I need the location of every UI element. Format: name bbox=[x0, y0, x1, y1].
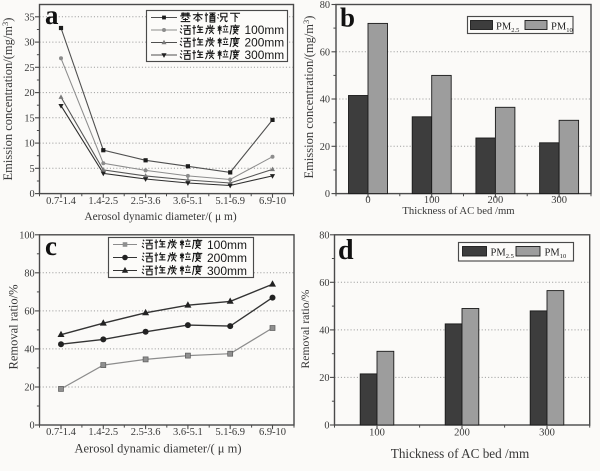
svg-text:30: 30 bbox=[24, 38, 34, 49]
svg-text:6.9-10: 6.9-10 bbox=[259, 427, 286, 438]
svg-text:1.4-2.5: 1.4-2.5 bbox=[88, 427, 118, 438]
svg-text:0.7-1.4: 0.7-1.4 bbox=[46, 427, 76, 438]
svg-text:100: 100 bbox=[19, 230, 34, 241]
svg-text:2.5-3.6: 2.5-3.6 bbox=[131, 196, 161, 207]
svg-text:25: 25 bbox=[24, 63, 34, 74]
svg-text:300: 300 bbox=[551, 195, 567, 206]
svg-text:300mm: 300mm bbox=[245, 48, 285, 62]
svg-text:20: 20 bbox=[24, 88, 34, 99]
svg-text:15: 15 bbox=[24, 113, 34, 124]
svg-text:3.6-5.1: 3.6-5.1 bbox=[173, 196, 203, 207]
svg-text:0: 0 bbox=[365, 195, 370, 206]
svg-text:a: a bbox=[45, 0, 59, 30]
svg-text:20: 20 bbox=[24, 383, 34, 394]
svg-text:6.9-10: 6.9-10 bbox=[259, 196, 286, 207]
svg-text:100: 100 bbox=[369, 427, 385, 438]
svg-text:200: 200 bbox=[454, 427, 470, 438]
svg-text:10: 10 bbox=[24, 139, 34, 150]
svg-text:0: 0 bbox=[324, 421, 329, 432]
svg-text:0: 0 bbox=[30, 189, 35, 200]
svg-text:300: 300 bbox=[539, 427, 555, 438]
svg-text:80: 80 bbox=[320, 0, 330, 11]
svg-text:200mm: 200mm bbox=[245, 36, 285, 50]
svg-text:1.4-2.5: 1.4-2.5 bbox=[88, 196, 118, 207]
svg-text:200mm: 200mm bbox=[207, 251, 247, 265]
svg-text:35: 35 bbox=[24, 12, 34, 23]
svg-text:Emission concentration/(mg/m3): Emission concentration/(mg/m3) bbox=[301, 16, 316, 179]
svg-text:5: 5 bbox=[30, 164, 35, 175]
svg-text:5.1-6.9: 5.1-6.9 bbox=[215, 196, 245, 207]
svg-text:Removal ratio/%: Removal ratio/% bbox=[299, 289, 312, 368]
svg-text:300mm: 300mm bbox=[207, 264, 247, 278]
svg-text:5.1-6.9: 5.1-6.9 bbox=[215, 427, 245, 438]
svg-text:60: 60 bbox=[24, 306, 34, 317]
svg-text:20: 20 bbox=[319, 373, 329, 384]
svg-text:60: 60 bbox=[320, 47, 330, 58]
svg-text:Removal ratio/%: Removal ratio/% bbox=[7, 284, 21, 369]
svg-text:60: 60 bbox=[319, 278, 329, 289]
svg-text:3.6-5.1: 3.6-5.1 bbox=[173, 427, 203, 438]
svg-text:40: 40 bbox=[24, 344, 34, 355]
svg-text:20: 20 bbox=[320, 142, 330, 153]
svg-text:0.7-1.4: 0.7-1.4 bbox=[46, 196, 76, 207]
svg-text:0: 0 bbox=[30, 421, 35, 432]
svg-text:40: 40 bbox=[319, 325, 329, 336]
svg-text:c: c bbox=[45, 231, 57, 261]
svg-text:0: 0 bbox=[325, 189, 330, 200]
svg-text:Thickness of AC bed /mm: Thickness of AC bed /mm bbox=[402, 205, 515, 217]
svg-text:d: d bbox=[338, 235, 354, 266]
svg-text:100mm: 100mm bbox=[245, 23, 285, 37]
svg-text:40: 40 bbox=[320, 95, 330, 106]
svg-text:80: 80 bbox=[24, 268, 34, 279]
svg-text:100: 100 bbox=[424, 195, 440, 206]
svg-text:Aerosol dynamic diameter/( μ m: Aerosol dynamic diameter/( μ m) bbox=[84, 211, 236, 223]
svg-text:200: 200 bbox=[488, 195, 504, 206]
svg-text:Thickness of AC bed /mm: Thickness of AC bed /mm bbox=[391, 446, 530, 461]
svg-text:80: 80 bbox=[319, 230, 329, 241]
svg-text:Aerosol dynamic diameter/( μ m: Aerosol dynamic diameter/( μ m) bbox=[74, 442, 241, 456]
svg-text:b: b bbox=[340, 3, 355, 33]
svg-text:Emission concentration/(mg/m3): Emission concentration/(mg/m3) bbox=[0, 18, 15, 181]
svg-text:2.5-3.6: 2.5-3.6 bbox=[131, 427, 161, 438]
svg-text:100mm: 100mm bbox=[207, 238, 247, 252]
